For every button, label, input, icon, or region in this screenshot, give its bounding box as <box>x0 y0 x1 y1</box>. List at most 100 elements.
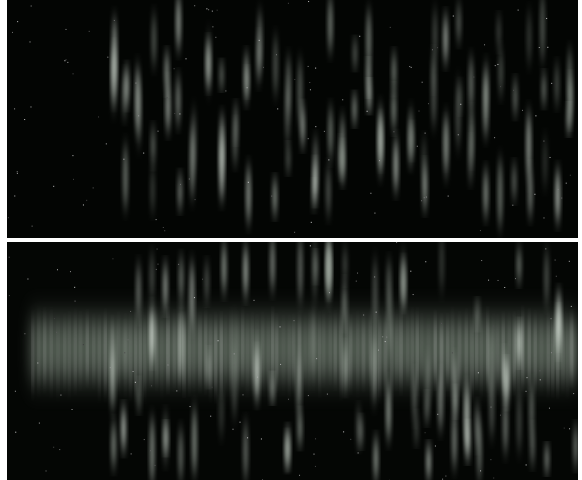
noise-dot <box>555 260 556 261</box>
streak <box>219 63 224 88</box>
noise-dot <box>143 153 144 154</box>
streak <box>149 254 154 300</box>
streak <box>391 89 396 129</box>
noise-dot <box>288 399 289 400</box>
noise-dot <box>70 271 71 272</box>
noise-dot <box>473 77 474 78</box>
streak <box>313 138 318 184</box>
noise-dot <box>556 276 557 277</box>
noise-dot <box>390 27 391 28</box>
band-stripe <box>447 324 449 380</box>
noise-dot <box>53 447 54 448</box>
noise-dot <box>497 64 498 65</box>
band-stripe <box>534 322 536 382</box>
noise-dot <box>480 230 481 231</box>
noise-dot <box>422 82 423 83</box>
streak <box>204 263 209 300</box>
noise-dot <box>14 108 15 109</box>
band-stripe <box>293 325 295 382</box>
noise-dot <box>64 60 65 61</box>
noise-dot <box>72 155 73 156</box>
noise-dot <box>156 219 157 220</box>
noise-dot <box>358 452 359 453</box>
streak <box>502 352 507 397</box>
streak <box>313 253 318 280</box>
streak <box>443 15 448 62</box>
streak <box>517 249 522 282</box>
noise-dot <box>437 414 438 415</box>
noise-dot <box>75 301 76 302</box>
noise-dot <box>540 379 541 380</box>
band-stripe <box>562 324 564 382</box>
streak <box>298 60 303 125</box>
noise-dot <box>421 200 422 201</box>
noise-dot <box>247 87 248 88</box>
streak <box>342 283 347 325</box>
noise-dot <box>135 83 136 84</box>
streak <box>387 293 392 348</box>
band-stripe <box>434 321 436 379</box>
noise-dot <box>73 179 74 180</box>
band-stripe <box>421 320 423 381</box>
streak <box>366 10 371 71</box>
streak <box>163 264 168 309</box>
streak <box>191 109 196 173</box>
noise-dot <box>551 352 552 353</box>
streak <box>528 169 533 217</box>
band-stripe <box>139 323 141 384</box>
noise-dot <box>315 126 316 127</box>
streak <box>343 346 348 390</box>
noise-dot <box>14 195 15 196</box>
noise-dot <box>210 416 211 417</box>
streak <box>456 80 461 147</box>
noise-dot <box>112 258 113 259</box>
streak <box>414 415 419 444</box>
noise-dot <box>261 438 262 439</box>
band-stripe <box>304 322 306 378</box>
noise-dot <box>151 385 152 386</box>
noise-dot <box>546 18 547 19</box>
noise-dot <box>315 466 316 467</box>
noise-dot <box>215 37 216 38</box>
band-stripe <box>340 321 342 387</box>
noise-dot <box>527 377 528 378</box>
noise-dot <box>453 16 454 17</box>
streak <box>311 311 316 371</box>
band-stripe <box>357 320 359 384</box>
noise-dot <box>428 103 429 104</box>
noise-dot <box>156 269 157 270</box>
band-stripe <box>75 320 77 383</box>
noise-dot <box>217 10 218 11</box>
streak <box>176 77 181 125</box>
noise-dot <box>17 173 18 174</box>
noise-dot <box>194 5 195 6</box>
streak <box>286 58 291 114</box>
band-stripe <box>309 320 311 384</box>
noise-dot <box>315 68 316 69</box>
band-stripe <box>57 325 59 389</box>
streak <box>527 12 532 64</box>
streak <box>373 260 378 327</box>
streak <box>222 244 227 293</box>
streak <box>367 83 372 110</box>
streak <box>285 434 290 467</box>
noise-dot <box>413 294 414 295</box>
band-stripe <box>283 322 285 384</box>
noise-dot <box>98 116 99 117</box>
noise-dot <box>493 326 494 327</box>
noise-dot <box>500 415 501 416</box>
streak <box>286 145 291 171</box>
noise-dot <box>386 337 387 338</box>
noise-dot <box>294 79 295 80</box>
band-stripe <box>118 323 120 382</box>
noise-dot <box>543 217 544 218</box>
noise-dot <box>234 365 235 366</box>
band-stripe <box>189 325 191 384</box>
streak <box>465 425 470 459</box>
noise-dot <box>294 320 295 321</box>
streak <box>469 57 474 111</box>
streak <box>243 246 248 295</box>
noise-dot <box>190 406 191 407</box>
noise-dot <box>376 312 377 313</box>
band-stripe <box>272 318 274 377</box>
